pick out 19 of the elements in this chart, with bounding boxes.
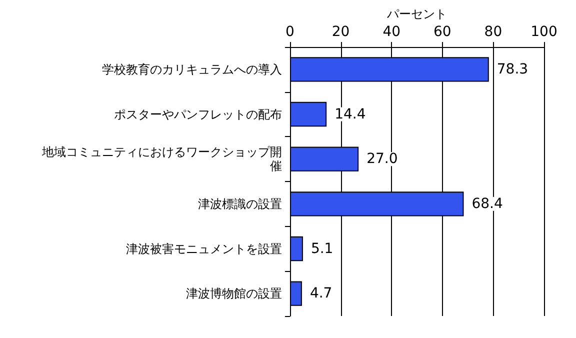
x-tick-label: 60 bbox=[433, 24, 452, 40]
data-label: 68.4 bbox=[472, 196, 503, 212]
data-label: 4.7 bbox=[310, 286, 332, 302]
x-tick-label: 40 bbox=[382, 24, 401, 40]
y-tick-label: 津波博物館の設置 bbox=[186, 286, 282, 301]
y-tick-label: 津波被害モニュメントを設置 bbox=[126, 242, 282, 256]
data-label: 78.3 bbox=[496, 61, 528, 78]
y-tick-label: 津波標識の設置 bbox=[198, 196, 282, 211]
data-label: 27.0 bbox=[366, 151, 398, 168]
y-tick-label: 地域コミュニティにおけるワークショップ開催 bbox=[41, 145, 282, 174]
data-label: 14.4 bbox=[334, 106, 366, 122]
x-tick-label: 100 bbox=[530, 24, 558, 40]
y-tick-label: ポスターやパンフレットの配布 bbox=[114, 107, 282, 122]
y-tick-label: 学校教育のカリキュラムへの導入 bbox=[102, 62, 282, 76]
x-tick-label: 0 bbox=[286, 24, 294, 40]
x-tick-label: 80 bbox=[484, 24, 502, 40]
x-axis-title: パーセント bbox=[386, 7, 447, 22]
data-label: 5.1 bbox=[310, 240, 334, 257]
x-tick-label: 20 bbox=[332, 24, 350, 40]
